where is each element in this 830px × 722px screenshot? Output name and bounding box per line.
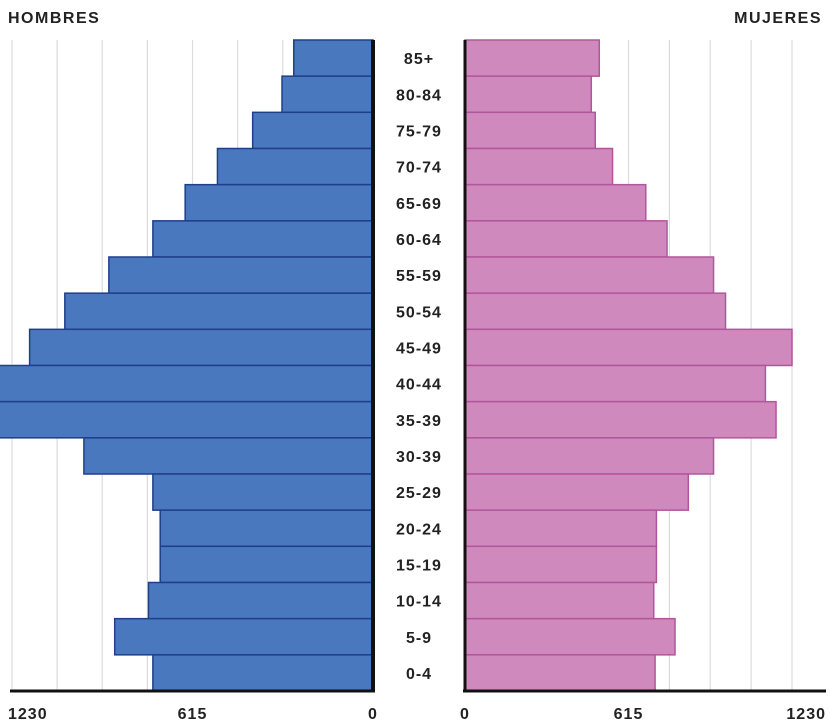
age-group-label: 45-49 [396,340,442,357]
women-bar-30-39 [464,437,715,475]
women-bar-40-44 [464,364,767,403]
men-x-tick-label: 0 [368,706,378,722]
men-bar-80-84 [281,75,374,114]
women-x-tick-label: 1230 [786,706,826,722]
age-group-label: 15-19 [396,557,442,574]
age-group-label: 20-24 [396,521,442,538]
men-bar-25-29 [152,473,374,511]
women-bar-20-24 [464,509,658,548]
women-bar-85+ [464,39,601,77]
men-bar-60-64 [152,220,374,258]
women-bar-70-74 [464,147,614,186]
women-bar-0-4 [464,654,656,692]
age-group-label: 0-4 [406,666,432,683]
men-bar-75-79 [251,111,374,150]
age-group-label: 55-59 [396,268,442,285]
age-group-label: 85+ [404,51,434,68]
women-bar-65-69 [464,183,647,222]
women-bar-15-19 [464,545,658,584]
men-x-tick-label: 1230 [8,706,48,722]
men-bar-35-39 [0,400,374,439]
women-bar-50-54 [464,292,727,331]
age-group-label: 35-39 [396,413,442,430]
age-group-label: 40-44 [396,377,442,394]
age-group-label: 50-54 [396,304,442,321]
age-group-label: 70-74 [396,160,442,177]
men-bar-10-14 [147,581,374,620]
women-bar-75-79 [464,111,597,150]
men-bar-40-44 [0,364,374,403]
age-group-label: 5-9 [406,630,432,647]
women-bar-80-84 [464,75,593,114]
men-bar-0-4 [152,654,374,692]
men-bar-20-24 [159,509,374,548]
women-bar-45-49 [464,328,793,367]
women-series-title: MUJERES [734,10,822,27]
women-bar-10-14 [464,581,655,620]
men-bar-70-74 [216,147,374,186]
women-bar-60-64 [464,220,668,258]
women-bar-5-9 [464,617,676,656]
men-bar-30-39 [83,437,374,475]
men-bar-65-69 [184,183,374,222]
age-group-label: 80-84 [396,87,442,104]
men-bar-45-49 [28,328,374,367]
women-x-tick-label: 0 [460,706,470,722]
men-bar-5-9 [113,617,374,656]
men-bar-55-59 [108,256,374,294]
age-group-label: 75-79 [396,123,442,140]
men-bar-85+ [293,39,374,77]
women-bar-55-59 [464,256,715,294]
men-series-title: HOMBRES [8,10,101,27]
age-group-label: 10-14 [396,594,442,611]
women-x-tick-label: 615 [614,706,644,722]
age-group-label: 60-64 [396,232,442,249]
men-bar-15-19 [159,545,374,584]
men-bar-50-54 [64,292,374,331]
women-bar-35-39 [464,400,777,439]
age-group-label: 25-29 [396,485,442,502]
age-group-label: 30-39 [396,449,442,466]
women-bar-25-29 [464,473,690,511]
men-x-tick-label: 615 [178,706,208,722]
age-group-label: 65-69 [396,196,442,213]
